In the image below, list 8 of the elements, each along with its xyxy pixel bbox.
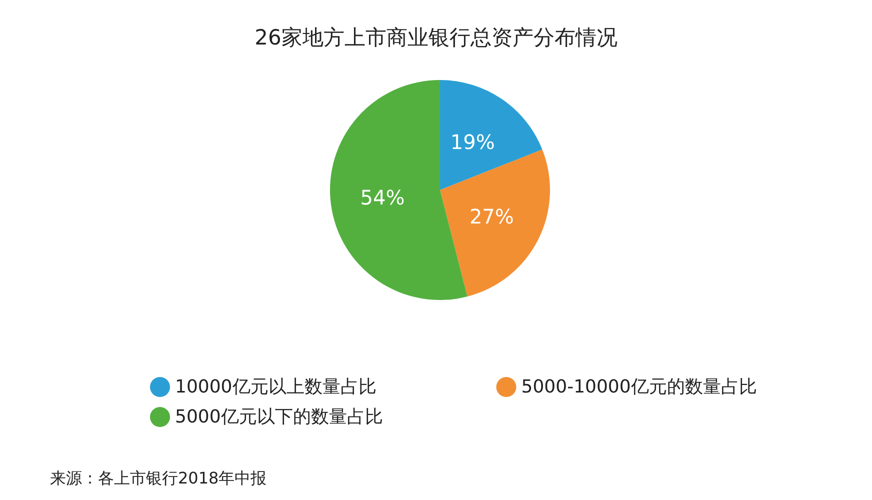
legend-label: 5000-10000亿元的数量占比 [521, 376, 757, 398]
legend-label: 10000亿元以上数量占比 [175, 376, 376, 398]
legend-label: 5000亿元以下的数量占比 [175, 406, 383, 428]
data-label: 19% [450, 130, 495, 154]
data-label: 27% [469, 204, 514, 228]
chart-title: 26家地方上市商业银行总资产分布情况 [254, 26, 618, 50]
data-label: 54% [360, 185, 405, 210]
source-note: 来源：各上市银行2018年中报 [50, 468, 267, 488]
